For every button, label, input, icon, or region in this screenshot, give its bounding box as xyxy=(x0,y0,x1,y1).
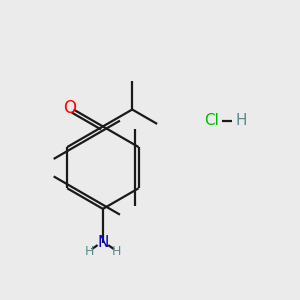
Text: H: H xyxy=(85,245,94,258)
Text: Cl: Cl xyxy=(204,113,219,128)
Text: O: O xyxy=(64,99,76,117)
Text: H: H xyxy=(236,113,247,128)
Text: N: N xyxy=(97,235,109,250)
Text: H: H xyxy=(112,245,121,258)
